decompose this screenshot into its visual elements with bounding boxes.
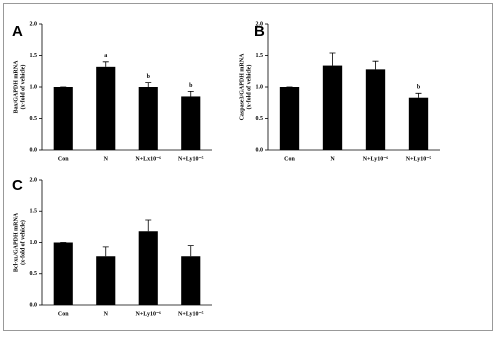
- error-bar: [187, 245, 194, 257]
- y-tick-label: 2.0: [30, 21, 38, 27]
- y-axis-label: (x-fold of vehicle): [19, 65, 26, 110]
- y-tick-label: 0.5: [30, 271, 38, 277]
- panel-label: B: [254, 23, 265, 40]
- annotation: b: [417, 85, 421, 91]
- y-axis-label: (x-fold of vehicle): [19, 220, 26, 265]
- panel-label: A: [12, 23, 23, 40]
- bar: [53, 87, 73, 150]
- y-tick-label: 2.0: [256, 21, 264, 27]
- bar: [138, 231, 158, 305]
- x-tick-label: N+Ly10⁻⁶: [363, 156, 389, 162]
- y-tick-label: 1.0: [256, 84, 264, 90]
- bar: [96, 256, 116, 305]
- bar: [96, 66, 116, 150]
- error-bar: [372, 60, 379, 70]
- x-tick-label: N+Ly10⁻⁵: [178, 156, 204, 162]
- x-tick-label: Con: [58, 156, 69, 162]
- y-axis-label: Bcl-xʟ/GAPDH mRNA: [13, 212, 19, 272]
- y-tick-label: 2.0: [30, 177, 38, 183]
- error-bar: [102, 246, 109, 257]
- bar: [138, 87, 158, 150]
- bar: [279, 87, 300, 150]
- y-axis-label: Bax/GAPDH mRNA: [13, 60, 19, 113]
- bar: [365, 69, 386, 150]
- y-tick-label: 0.5: [30, 116, 38, 122]
- x-tick-label: N+Lx10⁻⁶: [135, 156, 161, 162]
- y-tick-label: 0.5: [256, 116, 264, 122]
- y-tick-label: 1.0: [30, 240, 38, 246]
- bar: [408, 97, 429, 150]
- x-tick-label: N+Ly10⁻⁶: [136, 311, 162, 317]
- frame: [3, 3, 493, 331]
- x-tick-label: N: [104, 311, 109, 317]
- bar: [322, 65, 343, 150]
- error-bar: [329, 52, 336, 66]
- y-tick-label: 0.0: [30, 147, 38, 153]
- x-tick-label: N: [330, 156, 335, 162]
- x-tick-label: Con: [284, 156, 295, 162]
- y-tick-label: 1.5: [30, 53, 38, 59]
- x-tick-label: N: [104, 156, 109, 162]
- error-bar: [145, 219, 152, 232]
- x-tick-label: N+Ly10⁻⁵: [406, 156, 432, 162]
- x-tick-label: N+Ly10⁻⁵: [178, 311, 204, 317]
- y-axis-label: (x-fold of vehicle): [245, 65, 252, 110]
- bar: [53, 242, 73, 305]
- annotation: b: [189, 83, 193, 89]
- bar: [181, 256, 201, 305]
- y-tick-label: 0.0: [30, 302, 38, 308]
- y-tick-label: 1.5: [30, 209, 38, 215]
- y-axis-label: Caspase3/GAPDH mRNA: [239, 53, 245, 120]
- error-bar: [415, 92, 422, 98]
- x-tick-label: Con: [58, 311, 69, 317]
- panel-label: C: [12, 177, 23, 194]
- y-tick-label: 1.0: [30, 84, 38, 90]
- error-bar: [102, 61, 109, 67]
- bar: [181, 96, 201, 150]
- annotation: a: [104, 53, 107, 59]
- annotation: b: [147, 74, 151, 80]
- y-tick-label: 0.0: [256, 147, 264, 153]
- y-tick-label: 1.5: [256, 53, 264, 59]
- error-bar: [187, 91, 194, 97]
- error-bar: [145, 82, 152, 87]
